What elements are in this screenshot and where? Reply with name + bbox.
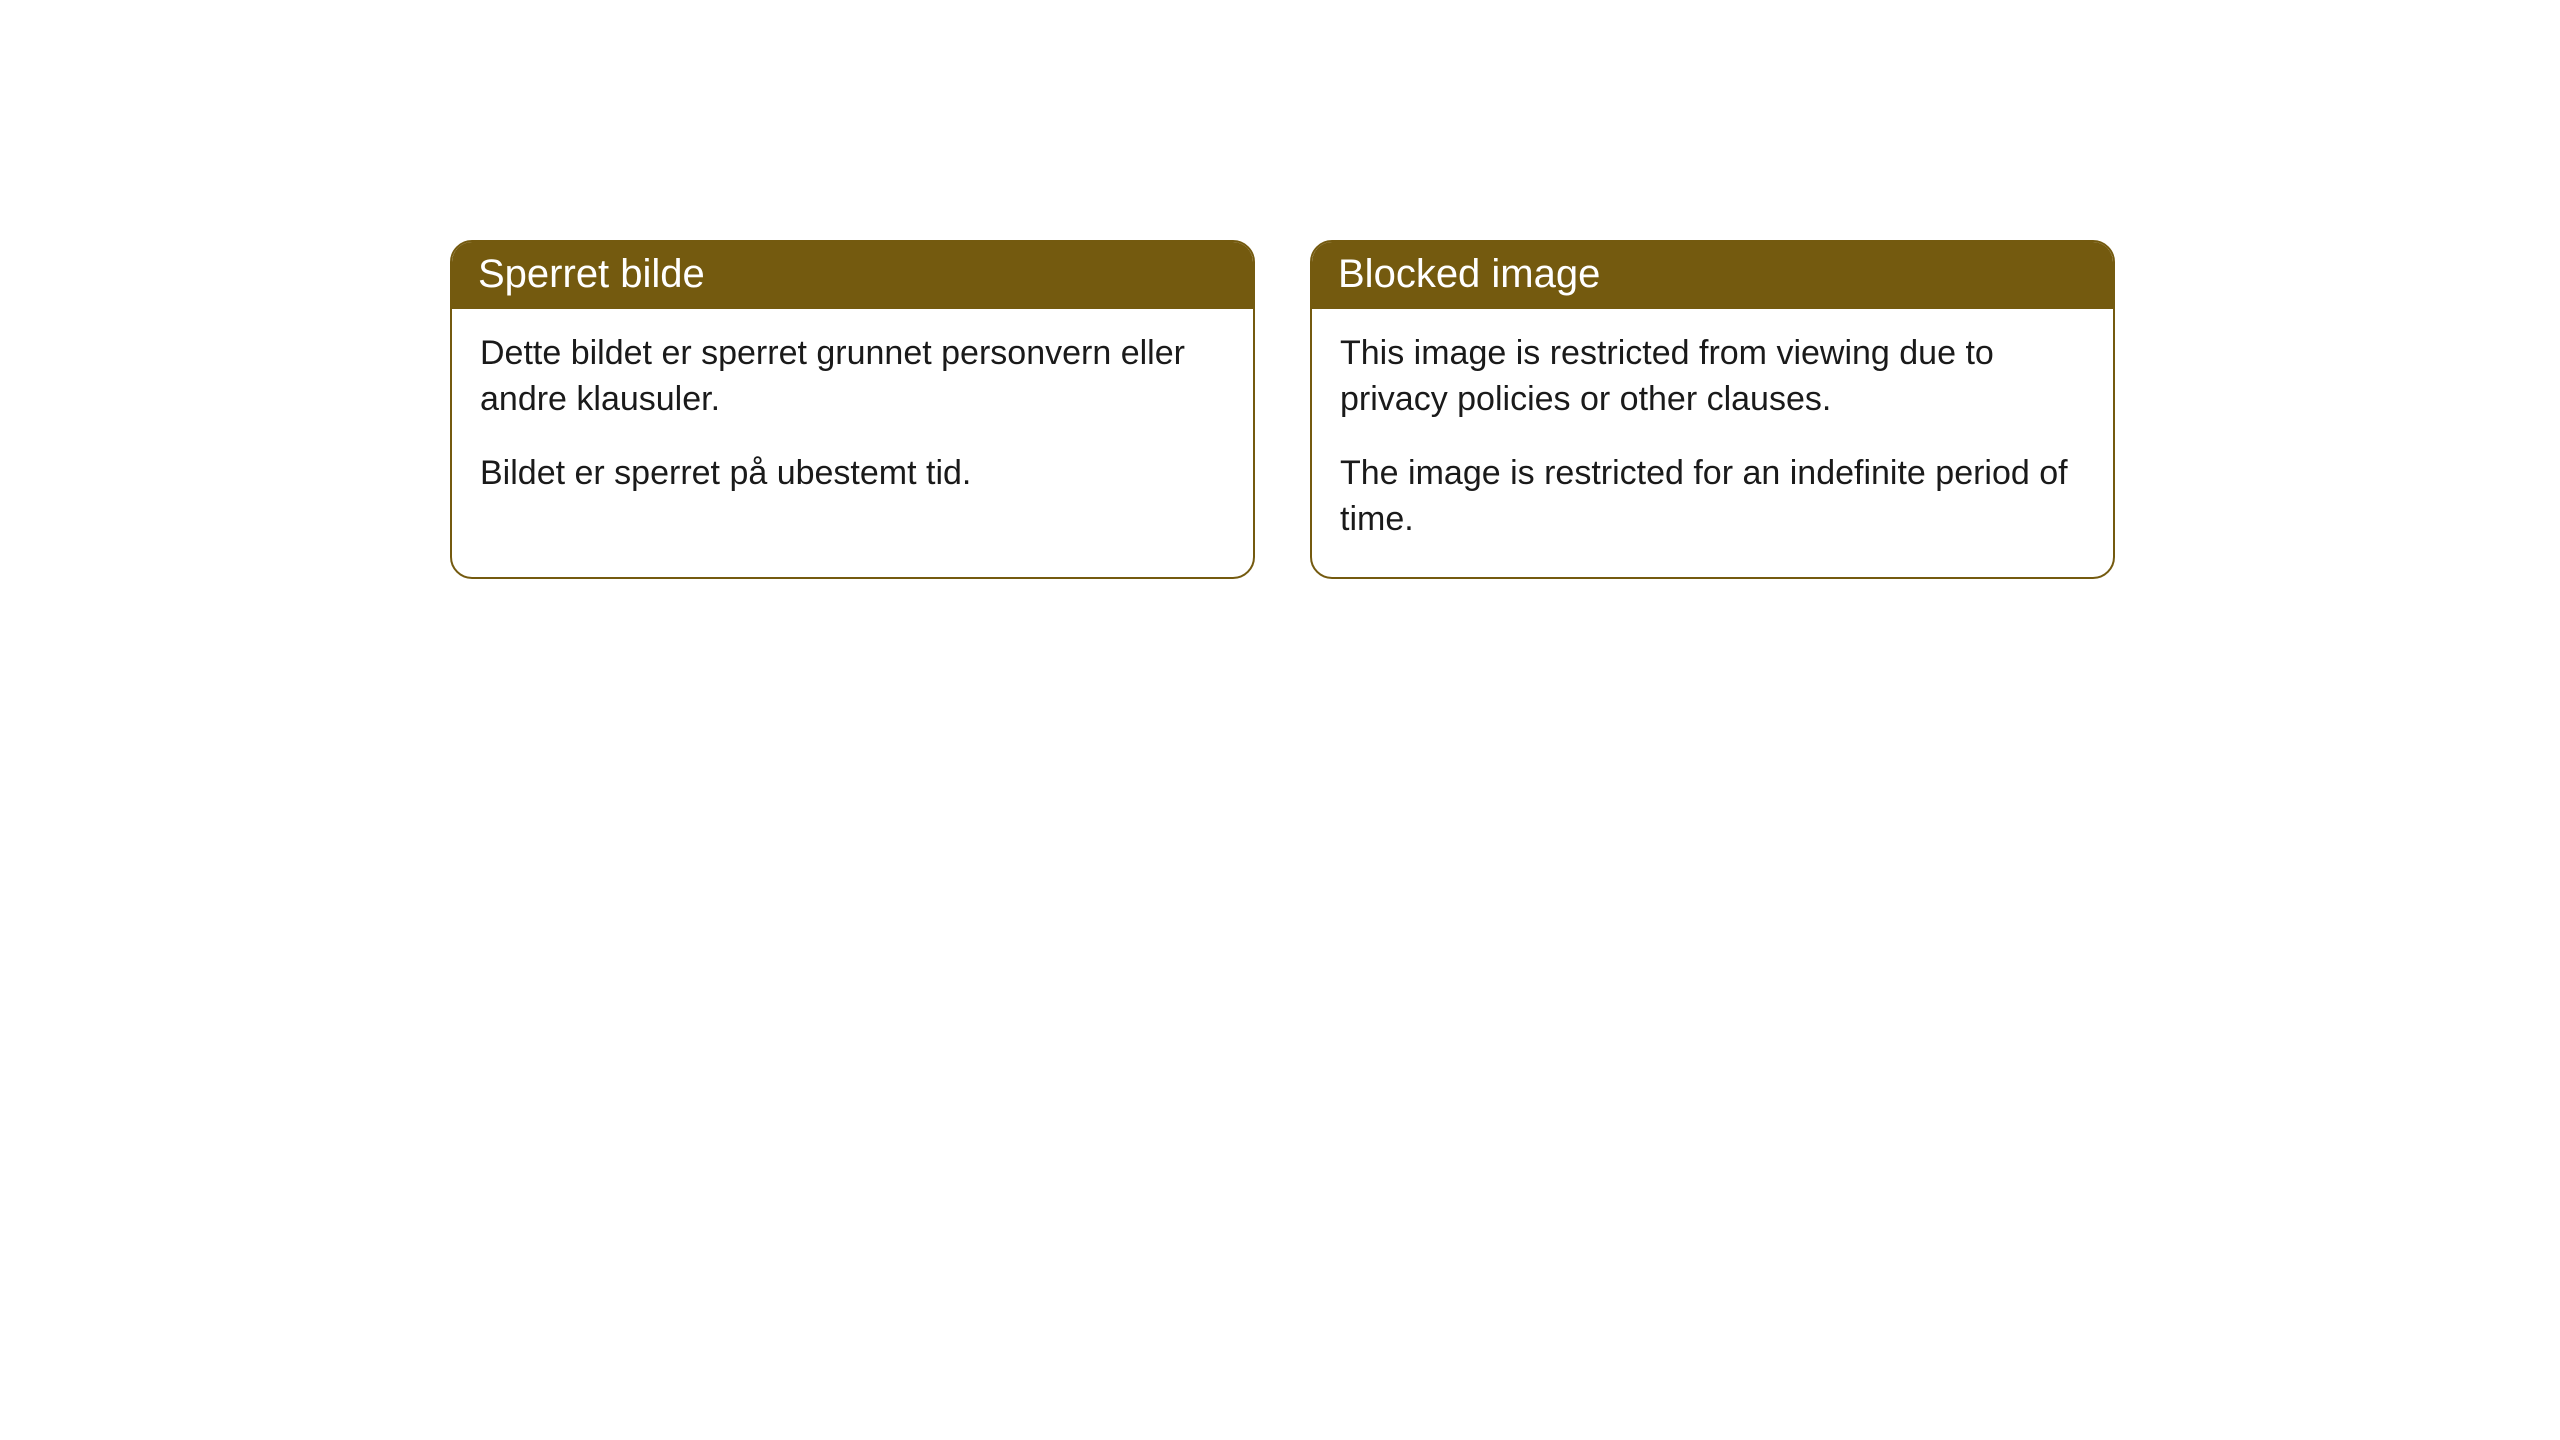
card-paragraph: The image is restricted for an indefinit… [1340,451,2085,543]
card-body: This image is restricted from viewing du… [1312,309,2113,577]
card-header: Blocked image [1312,242,2113,309]
blocked-image-card-norwegian: Sperret bilde Dette bildet er sperret gr… [450,240,1255,579]
notice-cards-container: Sperret bilde Dette bildet er sperret gr… [450,240,2560,579]
card-paragraph: Bildet er sperret på ubestemt tid. [480,451,1225,497]
card-body: Dette bildet er sperret grunnet personve… [452,309,1253,531]
card-paragraph: Dette bildet er sperret grunnet personve… [480,331,1225,423]
card-paragraph: This image is restricted from viewing du… [1340,331,2085,423]
card-header: Sperret bilde [452,242,1253,309]
blocked-image-card-english: Blocked image This image is restricted f… [1310,240,2115,579]
